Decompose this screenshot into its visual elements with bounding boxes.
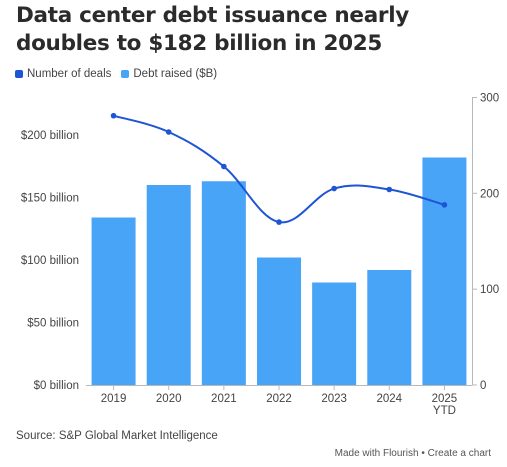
bar [91,217,136,385]
bar [146,185,191,385]
legend-item-debt[interactable]: Debt raised ($B) [121,68,217,80]
y-left-tick-label: $0 billion [34,380,79,392]
x-tick-label: 2021 [211,393,237,405]
deals-point [165,129,172,135]
legend-label-debt: Debt raised ($B) [133,68,218,80]
bar [422,157,467,385]
legend-swatch-deals [15,70,23,78]
x-tick-label: 2019 [101,393,127,405]
y-right-tick-label: 300 [480,93,499,105]
y-left-tick-label: $200 billion [21,130,79,142]
deals-point [331,185,337,192]
footer-separator: • [421,448,425,459]
x-tick-label: 2024 [376,393,402,405]
flourish-footer: Made with Flourish • Create a chart [335,448,491,459]
legend-label-deals: Number of deals [27,68,112,80]
source-note: Source: S&P Global Market Intelligence [16,430,218,442]
x-tick-label: 2020 [156,393,182,405]
bar [367,270,412,385]
deals-point [386,186,393,193]
y-right-tick-label: 0 [480,380,486,392]
deals-point [221,163,227,170]
legend: Number of deals Debt raised ($B) [15,66,227,82]
x-tick-label: 2023 [321,393,347,405]
bar [257,257,301,385]
y-left-tick-label: $100 billion [21,255,79,267]
y-right-tick-label: 100 [480,284,499,296]
chart-title: Data center debt issuance nearly doubles… [16,3,410,56]
y-left-tick-label: $150 billion [21,193,79,205]
bar [312,282,357,385]
x-tick-label: YTD [433,405,456,417]
x-tick-label: 2022 [266,393,292,405]
deals-point [276,219,282,225]
y-left-tick-label: $50 billion [27,318,79,330]
y-right-tick-label: 200 [480,188,499,200]
legend-item-deals[interactable]: Number of deals [15,68,111,80]
bar [201,181,246,385]
legend-swatch-debt [121,70,130,78]
deals-point [441,202,448,208]
x-tick-label: 2025 [432,393,458,405]
made-with-flourish-link[interactable]: Made with Flourish [334,448,419,459]
deals-point [110,112,117,119]
create-chart-link[interactable]: Create a chart [427,448,491,459]
